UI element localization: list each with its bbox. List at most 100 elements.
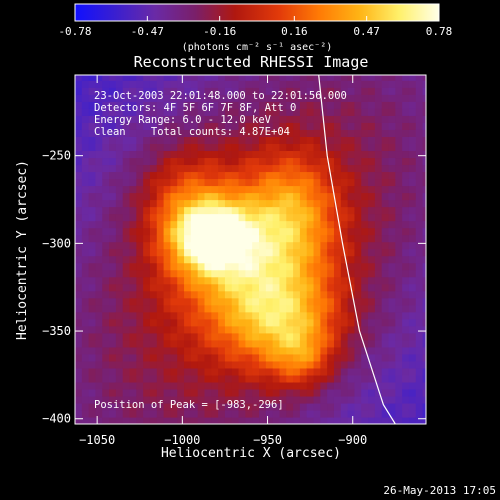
- heatmap-cell: [122, 353, 131, 362]
- heatmap-cell: [299, 143, 308, 152]
- heatmap-cell: [238, 374, 246, 383]
- heatmap-cell: [368, 304, 376, 313]
- heatmap-cell: [388, 75, 396, 81]
- heatmap-cell: [347, 241, 356, 250]
- heatmap-cell: [286, 409, 294, 418]
- heatmap-cell: [177, 122, 185, 130]
- heatmap-cell: [388, 234, 396, 243]
- heatmap-cell: [231, 87, 240, 95]
- heatmap-cell: [190, 248, 199, 257]
- heatmap-cell: [75, 255, 83, 264]
- heatmap-cell: [408, 367, 417, 376]
- heatmap-cell: [170, 206, 178, 215]
- heatmap-cell: [143, 339, 151, 348]
- heatmap-cell: [218, 332, 226, 341]
- heatmap-cell: [211, 304, 219, 313]
- heatmap-cell: [286, 164, 294, 173]
- heatmap-cell: [170, 353, 178, 362]
- heatmap-cell: [143, 290, 151, 299]
- heatmap-cell: [115, 101, 124, 109]
- heatmap-cell: [245, 409, 253, 418]
- heatmap-cell: [272, 353, 281, 362]
- heatmap-cell: [415, 227, 424, 236]
- heatmap-cell: [75, 199, 83, 208]
- heatmap-cell: [368, 318, 376, 327]
- heatmap-cell: [422, 339, 426, 348]
- heatmap-cell: [122, 304, 131, 313]
- heatmap-cell: [177, 374, 185, 383]
- heatmap-cell: [238, 185, 246, 194]
- heatmap-cell: [388, 94, 396, 102]
- heatmap-cell: [163, 129, 172, 137]
- heatmap-cell: [109, 395, 117, 404]
- heatmap-cell: [313, 178, 321, 187]
- heatmap-cell: [122, 227, 131, 236]
- heatmap-cell: [395, 339, 403, 348]
- heatmap-cell: [340, 185, 349, 194]
- heatmap-cell: [197, 339, 206, 348]
- heatmap-cell: [102, 101, 110, 109]
- heatmap-cell: [306, 381, 315, 390]
- heatmap-cell: [149, 255, 158, 264]
- heatmap-cell: [354, 241, 362, 250]
- heatmap-cell: [327, 143, 335, 152]
- heatmap-cell: [402, 409, 410, 418]
- heatmap-cell: [115, 115, 124, 123]
- heatmap-cell: [95, 409, 103, 418]
- heatmap-cell: [170, 227, 178, 236]
- heatmap-cell: [129, 122, 137, 130]
- heatmap-cell: [395, 206, 403, 215]
- heatmap-cell: [245, 402, 253, 411]
- heatmap-cell: [211, 171, 219, 180]
- heatmap-cell: [347, 255, 356, 264]
- heatmap-cell: [204, 206, 212, 215]
- heatmap-cell: [156, 248, 165, 257]
- colorbar-unit-label: (photons cm⁻² s⁻¹ asec⁻²): [182, 42, 333, 53]
- heatmap-cell: [306, 353, 315, 362]
- heatmap-cell: [163, 318, 172, 327]
- heatmap-cell: [408, 129, 417, 137]
- chart-title: Reconstructed RHESSI Image: [134, 53, 369, 71]
- heatmap-cell: [361, 395, 369, 404]
- heatmap-cell: [211, 311, 219, 320]
- heatmap-cell: [75, 185, 83, 194]
- heatmap-cell: [231, 269, 240, 278]
- heatmap-cell: [347, 360, 356, 369]
- heatmap-cell: [115, 136, 124, 144]
- heatmap-cell: [122, 311, 131, 320]
- heatmap-cell: [293, 164, 301, 173]
- heatmap-cell: [149, 192, 158, 201]
- heatmap-cell: [136, 353, 144, 362]
- heatmap-cell: [415, 206, 424, 215]
- heatmap-cell: [122, 115, 131, 123]
- heatmap-cell: [293, 171, 301, 180]
- heatmap-cell: [184, 143, 192, 152]
- heatmap-cell: [299, 304, 308, 313]
- heatmap-cell: [224, 150, 233, 159]
- heatmap-cell: [75, 80, 83, 88]
- heatmap-cell: [170, 101, 178, 109]
- heatmap-cell: [265, 248, 274, 257]
- heatmap-cell: [218, 318, 226, 327]
- heatmap-cell: [388, 227, 396, 236]
- heatmap-cell: [109, 220, 117, 229]
- heatmap-cell: [381, 101, 390, 109]
- heatmap-cell: [320, 248, 328, 257]
- heatmap-cell: [361, 269, 369, 278]
- heatmap-cell: [224, 262, 233, 271]
- heatmap-cell: [286, 157, 294, 166]
- heatmap-cell: [184, 297, 192, 306]
- heatmap-cell: [95, 325, 103, 334]
- heatmap-cell: [238, 234, 246, 243]
- heatmap-cell: [184, 318, 192, 327]
- heatmap-cell: [224, 178, 233, 187]
- heatmap-cell: [299, 325, 308, 334]
- heatmap-cell: [170, 381, 178, 390]
- heatmap-cell: [265, 318, 274, 327]
- heatmap-cell: [286, 227, 294, 236]
- heatmap-cell: [170, 143, 178, 152]
- heatmap-cell: [88, 80, 97, 88]
- heatmap-cell: [95, 94, 103, 102]
- heatmap-cell: [259, 395, 267, 404]
- heatmap-cell: [320, 171, 328, 180]
